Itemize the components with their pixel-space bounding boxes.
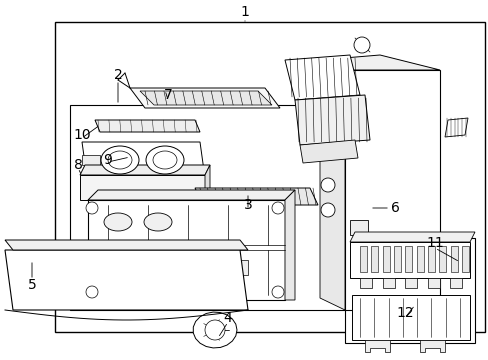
Circle shape [353, 37, 369, 53]
Circle shape [86, 286, 98, 298]
Bar [180, 260, 207, 275]
Text: 5: 5 [27, 278, 36, 292]
Polygon shape [349, 220, 367, 235]
Bar [55, 22, 484, 332]
Polygon shape [382, 278, 394, 288]
Bar [382, 246, 389, 272]
Circle shape [86, 202, 98, 214]
Ellipse shape [146, 146, 183, 174]
Polygon shape [204, 165, 209, 200]
Polygon shape [88, 190, 294, 200]
Polygon shape [294, 95, 369, 145]
Polygon shape [319, 60, 345, 310]
Circle shape [271, 286, 284, 298]
Polygon shape [195, 188, 317, 205]
Text: 10: 10 [73, 128, 91, 142]
Circle shape [320, 203, 334, 217]
Bar [70, 105, 354, 310]
Polygon shape [82, 155, 100, 165]
Polygon shape [334, 220, 354, 235]
Polygon shape [193, 312, 237, 348]
Bar [461, 246, 468, 272]
Text: 12: 12 [395, 306, 413, 320]
Polygon shape [349, 232, 474, 242]
Polygon shape [80, 175, 204, 200]
Text: 8: 8 [73, 158, 82, 172]
Polygon shape [285, 55, 359, 100]
Bar [427, 246, 434, 272]
Ellipse shape [108, 151, 132, 169]
Polygon shape [95, 120, 200, 132]
Polygon shape [80, 165, 209, 175]
Ellipse shape [153, 151, 177, 169]
Text: 9: 9 [103, 153, 112, 167]
Polygon shape [449, 278, 461, 288]
Bar [345, 238, 474, 343]
Polygon shape [427, 278, 439, 288]
Polygon shape [140, 91, 271, 105]
Bar [450, 246, 457, 272]
Bar [359, 246, 366, 272]
Polygon shape [349, 242, 469, 278]
Bar [438, 246, 446, 272]
Text: 4: 4 [223, 311, 232, 325]
Polygon shape [319, 55, 439, 70]
Polygon shape [130, 88, 280, 108]
Ellipse shape [104, 213, 132, 231]
Polygon shape [359, 278, 371, 288]
Bar [416, 246, 423, 272]
Polygon shape [345, 70, 439, 310]
Polygon shape [364, 340, 389, 352]
Polygon shape [82, 142, 204, 178]
Text: 1: 1 [240, 5, 249, 19]
Bar [370, 246, 378, 272]
Polygon shape [88, 200, 285, 300]
Bar [140, 260, 168, 275]
Circle shape [271, 202, 284, 214]
Text: 6: 6 [390, 201, 399, 215]
Bar [393, 246, 400, 272]
Text: 11: 11 [425, 236, 443, 250]
Text: 2: 2 [113, 68, 122, 82]
Polygon shape [444, 118, 467, 137]
Bar [220, 260, 247, 275]
Bar [100, 260, 128, 275]
Polygon shape [351, 295, 469, 340]
Text: 3: 3 [243, 198, 252, 212]
Bar [405, 246, 411, 272]
Ellipse shape [143, 213, 172, 231]
Polygon shape [419, 340, 444, 352]
Polygon shape [299, 140, 357, 163]
Polygon shape [404, 278, 416, 288]
Text: 7: 7 [163, 88, 172, 102]
Circle shape [320, 178, 334, 192]
Polygon shape [5, 250, 247, 310]
Polygon shape [285, 190, 294, 300]
Circle shape [204, 320, 224, 340]
Polygon shape [5, 240, 247, 250]
Ellipse shape [101, 146, 139, 174]
